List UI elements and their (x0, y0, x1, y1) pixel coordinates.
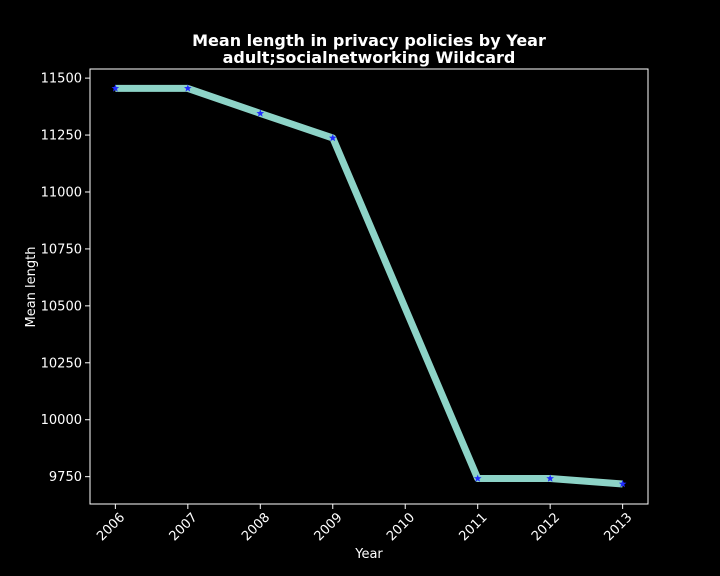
series-group (111, 84, 627, 488)
y-tick-label: 10000 (41, 413, 82, 428)
y-tick-label: 11500 (41, 72, 82, 87)
data-point-marker (111, 84, 120, 92)
x-tick-label: 2007 (167, 510, 201, 544)
x-axis-label: Year (354, 547, 383, 562)
y-axis-label: Mean length (24, 247, 39, 328)
x-axis: 2006 2007 2008 2009 2010 2011 2012 2013 (94, 504, 635, 544)
x-tick-label: 2013 (601, 510, 635, 544)
chart-title: Mean length in privacy policies by Year (192, 31, 546, 50)
plot-area (89, 68, 649, 505)
data-point-marker (328, 134, 337, 142)
y-axis: 9750 10000 10250 10500 10750 11000 11250 11500 (41, 72, 90, 485)
x-tick-label: 2010 (384, 510, 418, 544)
y-tick-label: 10750 (41, 242, 82, 257)
data-point-marker (256, 109, 265, 117)
x-tick-label: 2011 (457, 510, 491, 544)
y-tick-label: 9750 (49, 470, 82, 485)
data-point-marker (184, 84, 192, 92)
y-tick-label: 11250 (41, 129, 82, 144)
data-point-marker (618, 479, 627, 488)
y-tick-label: 10500 (41, 299, 82, 314)
x-tick-label: 2006 (94, 510, 128, 544)
y-tick-label: 10250 (41, 356, 82, 371)
data-point-marker (473, 474, 482, 482)
data-point-marker (546, 474, 554, 482)
x-tick-label: 2009 (312, 510, 346, 544)
x-tick-label: 2008 (239, 510, 273, 544)
y-tick-label: 11000 (41, 185, 82, 200)
x-tick-label: 2012 (529, 510, 563, 544)
chart-subtitle: adult;socialnetworking Wildcard (223, 48, 516, 67)
